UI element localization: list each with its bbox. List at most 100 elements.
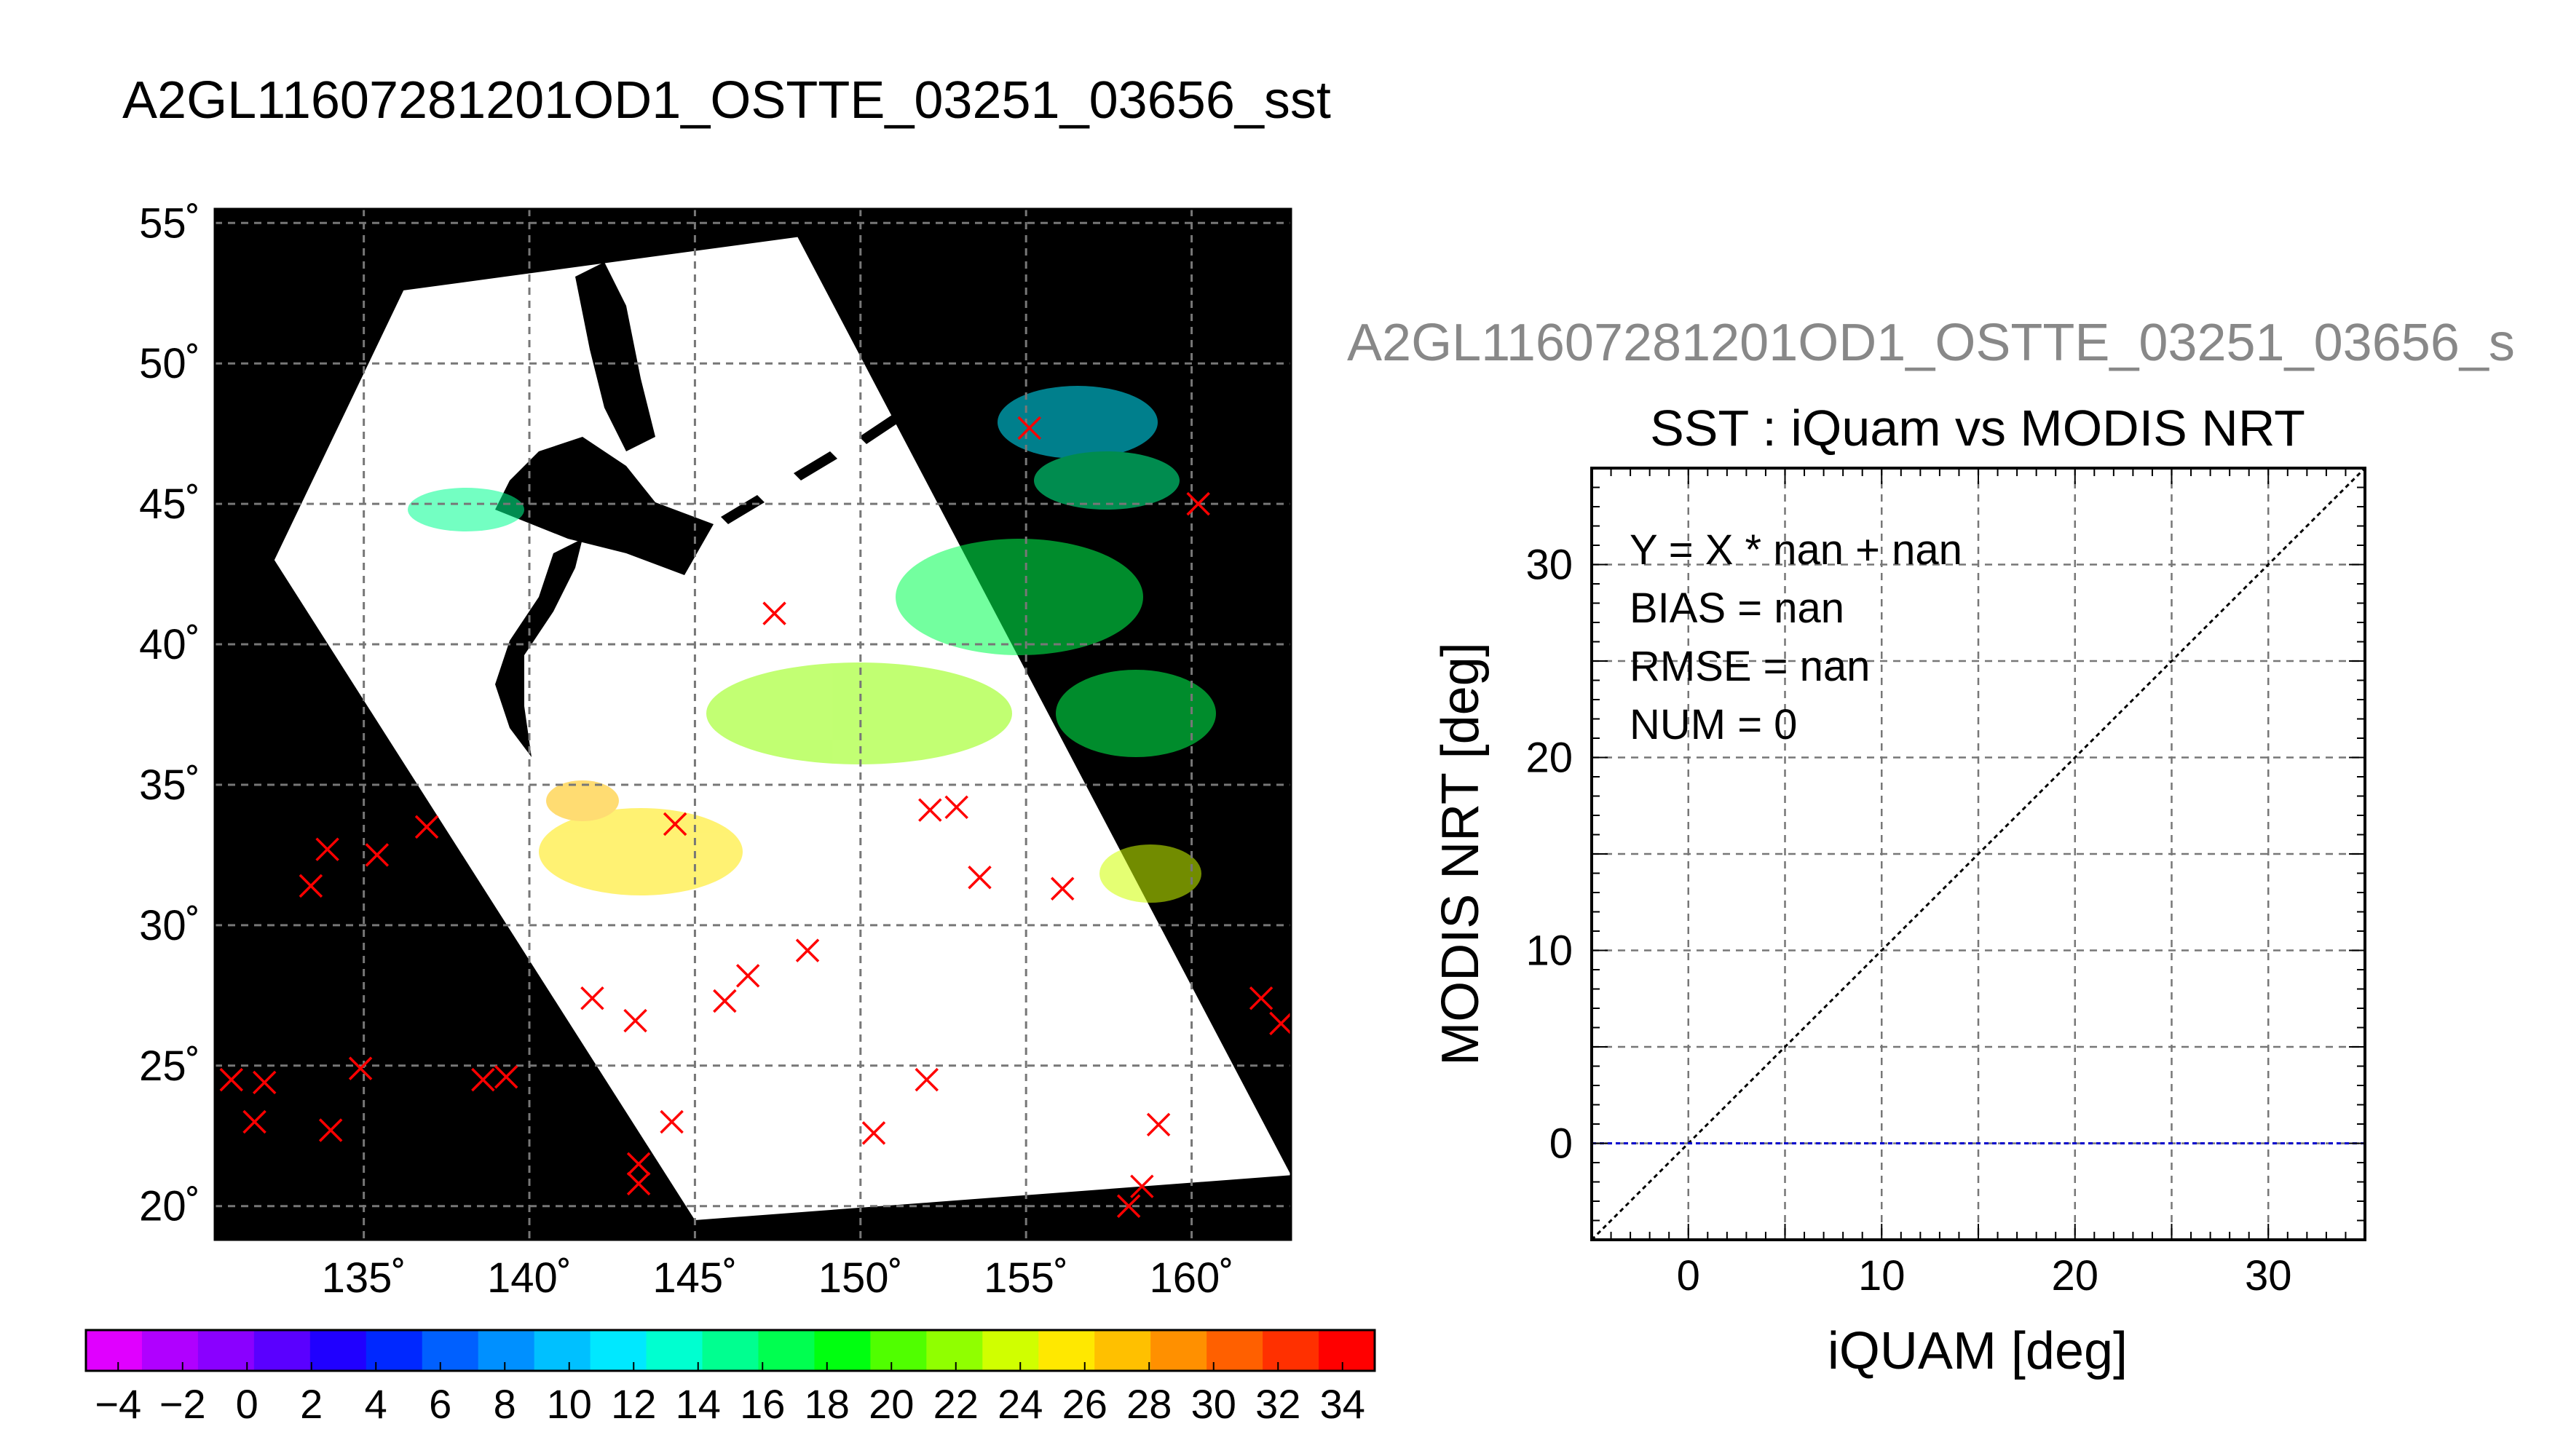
map-marker bbox=[315, 837, 339, 861]
colorbar-tick-label: 34 bbox=[1320, 1381, 1365, 1427]
map-x-tick-label: 135˚ bbox=[322, 1254, 406, 1302]
map-y-tick-label: 40˚ bbox=[139, 621, 200, 668]
colorbar-segment bbox=[141, 1330, 199, 1371]
colorbar-tick-label: 2 bbox=[300, 1381, 323, 1427]
colorbar-tick-label: 24 bbox=[998, 1381, 1043, 1427]
map-marker-stroke bbox=[968, 866, 992, 890]
map-marker bbox=[762, 601, 786, 625]
map-y-tick-label: 30˚ bbox=[139, 902, 200, 949]
map-frame bbox=[213, 207, 1292, 1241]
map-marker-stroke bbox=[299, 874, 323, 898]
colorbar-tick-label: 32 bbox=[1255, 1381, 1300, 1427]
map-marker bbox=[348, 1056, 373, 1080]
scatter-y-tick-label: 20 bbox=[1525, 735, 1573, 782]
map-marker-stroke bbox=[861, 1121, 886, 1145]
scatter-annotations: Y = X * nan + nan BIAS = nan RMSE = nan NUM… bbox=[1630, 526, 1962, 748]
scatter-ticks: 0 10 20 30 0 10 20 30 bbox=[1525, 467, 2366, 1299]
map-marker-stroke bbox=[735, 964, 760, 988]
map-marker bbox=[944, 795, 968, 820]
map-marker bbox=[968, 866, 992, 890]
map-y-tick-label: 35˚ bbox=[139, 761, 200, 809]
colorbar-tick-label: −4 bbox=[95, 1381, 141, 1427]
colorbar-tick-label: 26 bbox=[1062, 1381, 1107, 1427]
colorbar-segment bbox=[982, 1330, 1039, 1371]
colorbar-tick-label: −2 bbox=[159, 1381, 206, 1427]
sst-patch-cyan bbox=[998, 386, 1158, 459]
colorbar-tick-label: 12 bbox=[611, 1381, 656, 1427]
colorbar-tick-label: 18 bbox=[805, 1381, 850, 1427]
colorbar-tick-label: 14 bbox=[676, 1381, 721, 1427]
map-marker-stroke bbox=[219, 1067, 243, 1092]
map-marker bbox=[663, 812, 687, 836]
map-marker-stroke bbox=[315, 837, 339, 861]
scatter-annotation: Y = X * nan + nan bbox=[1630, 526, 1962, 574]
map-marker-stroke bbox=[623, 1008, 647, 1033]
colorbar-tick-label: 20 bbox=[869, 1381, 914, 1427]
map-y-tick-label: 45˚ bbox=[139, 480, 200, 528]
map-marker bbox=[299, 874, 323, 898]
scatter-x-tick-label: 30 bbox=[2245, 1252, 2292, 1299]
colorbar: −4 −2 0 2 4 6 8 10 12 14 16 18 20 22 24 26 28 30 32 34 bbox=[84, 1329, 1376, 1427]
map-y-tick-label: 50˚ bbox=[139, 340, 200, 387]
map-marker-stroke bbox=[365, 843, 390, 867]
kuril-island-2 bbox=[794, 451, 837, 480]
map-marker-stroke bbox=[471, 1067, 495, 1092]
scatter-y-tick-label: 0 bbox=[1549, 1120, 1573, 1168]
map-marker bbox=[626, 1171, 651, 1196]
map-marker-stroke bbox=[1050, 877, 1075, 901]
scatter-annotation: RMSE = nan bbox=[1630, 643, 1870, 690]
colorbar-tick-label: 10 bbox=[547, 1381, 592, 1427]
colorbar-segment bbox=[590, 1330, 647, 1371]
scatter-panel: A2GL11607281201OD1_OSTTE_03251_03656_s S… bbox=[1347, 314, 2515, 1380]
sst-patch-yellow-east bbox=[1099, 844, 1201, 903]
colorbar-segment bbox=[646, 1330, 703, 1371]
colorbar-tick-label: 22 bbox=[933, 1381, 979, 1427]
sakhalin-land bbox=[575, 262, 655, 451]
map-marker bbox=[1050, 877, 1075, 901]
colorbar-segment bbox=[422, 1330, 479, 1371]
map-markers bbox=[219, 416, 1291, 1218]
map-marker-stroke bbox=[318, 1118, 343, 1142]
land-masses bbox=[495, 262, 910, 757]
map-grid bbox=[215, 209, 1291, 1240]
map-x-tick-label: 155˚ bbox=[984, 1254, 1068, 1302]
map-marker bbox=[1269, 1011, 1291, 1036]
colorbar-segment bbox=[1263, 1330, 1319, 1371]
map-marker bbox=[861, 1121, 886, 1145]
map-marker bbox=[735, 964, 760, 988]
map-marker bbox=[1017, 416, 1041, 440]
map-marker-stroke bbox=[918, 798, 942, 822]
map-marker bbox=[626, 1152, 651, 1176]
scatter-y-tick-label: 10 bbox=[1525, 927, 1573, 975]
colorbar-segment bbox=[534, 1330, 591, 1371]
map-marker-stroke bbox=[762, 601, 786, 625]
map-marker bbox=[1116, 1194, 1141, 1218]
map-x-tick-label: 150˚ bbox=[818, 1254, 903, 1302]
colorbar-frame bbox=[84, 1329, 1376, 1372]
map-marker bbox=[918, 798, 942, 822]
map-marker bbox=[252, 1070, 277, 1095]
map-marker-stroke bbox=[626, 1152, 651, 1176]
colorbar-segment bbox=[1150, 1330, 1207, 1371]
map-marker-stroke bbox=[915, 1067, 939, 1092]
scatter-ylabel: MODIS NRT [deg] bbox=[1431, 642, 1490, 1066]
kuril-island-1 bbox=[721, 495, 765, 524]
map-marker bbox=[915, 1067, 939, 1092]
colorbar-segment bbox=[197, 1330, 255, 1371]
map-marker bbox=[623, 1008, 647, 1033]
map-marker-stroke bbox=[626, 1171, 651, 1196]
map-marker-stroke bbox=[414, 815, 439, 839]
colorbar-tick-label: 0 bbox=[236, 1381, 258, 1427]
map-marker-stroke bbox=[1116, 1194, 1141, 1218]
map-marker bbox=[1186, 491, 1210, 516]
map-marker-stroke bbox=[663, 812, 687, 836]
map-marker bbox=[494, 1064, 518, 1089]
colorbar-segment bbox=[253, 1330, 311, 1371]
colorbar-segment bbox=[1319, 1330, 1375, 1371]
map-marker bbox=[318, 1118, 343, 1142]
scatter-y-tick-label: 30 bbox=[1525, 542, 1573, 589]
scatter-xlabel: iQUAM [deg] bbox=[1828, 1322, 2128, 1380]
honshu-land bbox=[495, 539, 583, 757]
sst-patch-orange bbox=[546, 780, 619, 821]
